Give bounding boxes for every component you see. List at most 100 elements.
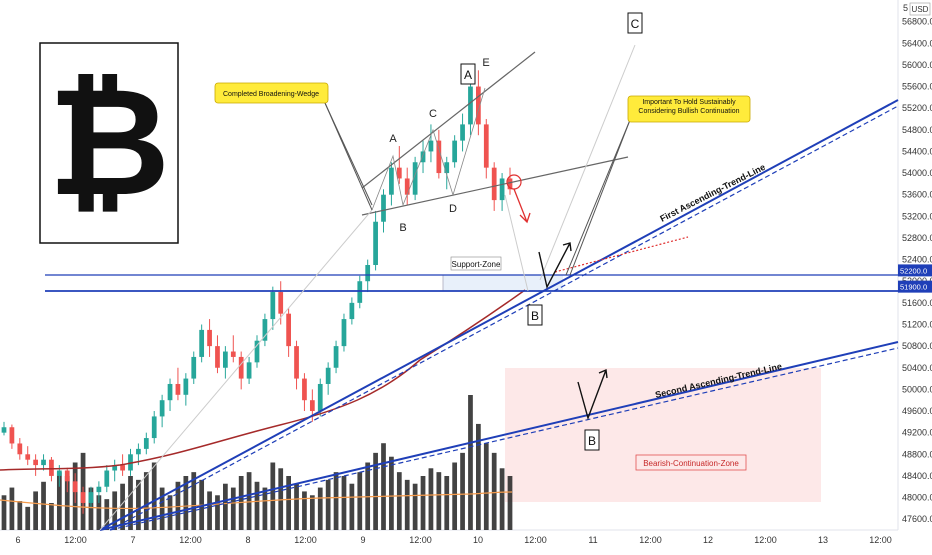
candle-body <box>246 362 252 379</box>
volume-bar <box>96 495 102 530</box>
candle-body <box>286 313 291 347</box>
volume-bar <box>468 395 473 530</box>
box-b1-frame <box>527 304 543 326</box>
volume-bar <box>56 472 62 530</box>
volume-bar <box>412 483 418 530</box>
volume-bar <box>254 481 260 530</box>
candle-body <box>270 292 276 320</box>
volume-bar <box>159 487 165 530</box>
volume-bar <box>381 443 386 530</box>
volume-bar <box>120 483 125 530</box>
candle-body <box>72 481 78 493</box>
candle-body <box>476 86 481 125</box>
volume-bar <box>191 472 197 530</box>
box-b1-label: B <box>531 309 539 323</box>
candle-body <box>381 194 386 222</box>
candle-body <box>499 178 505 201</box>
candle-body <box>49 459 54 476</box>
candle-body <box>483 124 489 168</box>
price-tick-label: 48800.0 <box>902 449 932 459</box>
price-tick-label: 56400.0 <box>902 38 932 48</box>
candle-body <box>88 492 94 503</box>
first-trend-line <box>99 99 899 531</box>
candle-layer <box>1 70 513 514</box>
volume-bar <box>444 476 450 530</box>
time-axis[interactable]: 6 12:00 7 12:00 8 12:00 9 12:00 10 12:00 11 12:00 12… <box>15 535 891 545</box>
candle-body <box>143 438 149 449</box>
box-a-frame <box>460 63 476 85</box>
candle-body <box>175 383 181 395</box>
volume-bar <box>436 472 442 530</box>
candle-body <box>309 400 315 412</box>
volume-bar <box>483 443 489 530</box>
volume-average-line <box>0 491 513 510</box>
time-tick-label: 12:00 <box>524 535 547 545</box>
volume-bar <box>389 456 394 530</box>
candle-body <box>136 448 141 455</box>
volume-bar <box>460 452 465 530</box>
candle-body <box>278 292 284 314</box>
bounce-arrow-1 <box>538 242 572 290</box>
volume-bar <box>452 462 458 530</box>
candle-body <box>64 470 70 482</box>
price-marker-box <box>898 264 932 277</box>
candle-body <box>404 178 410 195</box>
price-tick-label: 53600.0 <box>902 190 932 200</box>
currency-label: USD <box>912 5 929 14</box>
time-tick-label: 11 <box>588 535 597 545</box>
candle-body <box>317 383 323 412</box>
support-zone-label-box <box>450 256 502 271</box>
volume-bar <box>507 476 513 530</box>
price-tick-label: 55600.0 <box>902 82 932 92</box>
callout-left-text: Completed Broadening-Wedge <box>223 91 319 98</box>
volume-bar <box>476 423 481 530</box>
callout-important-hold: Important To Hold Sustainably Considerin… <box>565 95 751 276</box>
time-tick-label: 9 <box>360 535 365 545</box>
box-a-label: A <box>464 68 472 82</box>
volume-bar <box>420 476 426 530</box>
price-tick-label: 55200.0 <box>902 103 932 113</box>
candle-body <box>365 265 371 282</box>
volume-bar <box>207 491 212 530</box>
candle-body <box>460 124 465 141</box>
bearish-continuation-zone <box>505 368 821 502</box>
candle-body <box>373 221 378 265</box>
candle-body <box>468 86 473 125</box>
candle-body <box>120 465 125 471</box>
projection-line-left <box>99 209 373 531</box>
bounce-arrow-2 <box>577 368 608 421</box>
candle-body <box>325 367 331 384</box>
candle-body <box>215 346 220 368</box>
volume-bar <box>17 501 23 530</box>
box-b2-label: B <box>588 434 596 448</box>
candle-body <box>41 459 46 466</box>
price-tick-label: 52800.0 <box>902 233 932 243</box>
callout-broadening-wedge: Completed Broadening-Wedge <box>214 82 373 211</box>
volume-bar <box>491 452 497 530</box>
wedge-label-c: C <box>429 108 437 120</box>
candle-body <box>112 465 118 471</box>
candle-body <box>507 178 513 190</box>
candle-body <box>25 454 31 460</box>
candle-body <box>33 459 38 466</box>
candle-body <box>294 346 299 379</box>
price-tick-label: 51200.0 <box>902 319 932 329</box>
candle-body <box>191 356 197 379</box>
volume-bar <box>215 495 220 530</box>
volume-bar <box>404 479 410 530</box>
time-tick-label: 12 <box>703 535 713 545</box>
second-trend-line-dashed <box>109 347 899 531</box>
volume-bar <box>357 472 363 530</box>
volume-bar <box>278 468 284 530</box>
volume-bar <box>175 481 181 530</box>
candle-body <box>9 427 15 444</box>
price-tick-label: 52400.0 <box>902 255 932 265</box>
wedge-upper-line <box>361 51 536 189</box>
price-tick-label: 56800.0 <box>902 17 932 27</box>
volume-bar <box>136 479 141 530</box>
candle-body <box>452 140 458 163</box>
candle-body <box>420 151 426 163</box>
volume-bar <box>309 495 315 530</box>
volume-bar <box>25 506 31 530</box>
